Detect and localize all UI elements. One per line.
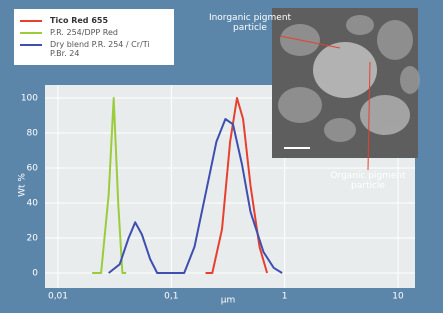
y-tick-label: 0 bbox=[32, 269, 38, 279]
legend-swatch bbox=[20, 32, 42, 34]
legend: Tico Red 655 P.R. 254/DPP Red Dry blend P.… bbox=[14, 9, 174, 65]
y-tick-label: 40 bbox=[27, 199, 39, 209]
legend-label: P.R. 254/DPP Red bbox=[50, 28, 118, 37]
legend-item: P.R. 254/DPP Red bbox=[20, 28, 168, 37]
x-tick-label: 0,1 bbox=[164, 292, 178, 302]
y-tick-label: 60 bbox=[27, 164, 39, 174]
y-tick-label: 20 bbox=[27, 234, 39, 244]
x-tick-label: 10 bbox=[392, 292, 404, 302]
x-tick-label: 0,01 bbox=[48, 292, 68, 302]
legend-swatch bbox=[20, 20, 42, 22]
y-axis-label: Wt % bbox=[18, 173, 28, 197]
legend-label: Tico Red 655 bbox=[50, 16, 108, 25]
x-tick-label: 1 bbox=[282, 292, 288, 302]
legend-item: Dry blend P.R. 254 / Cr/Ti P.Br. 24 bbox=[20, 40, 168, 58]
legend-item: Tico Red 655 bbox=[20, 16, 168, 25]
page: Inorganic pigmentparticle Organic pigmen… bbox=[0, 0, 443, 313]
x-axis-label: µm bbox=[221, 296, 236, 306]
y-tick-label: 80 bbox=[27, 129, 39, 139]
y-tick-label: 100 bbox=[21, 94, 38, 104]
legend-label: Dry blend P.R. 254 / Cr/Ti P.Br. 24 bbox=[50, 40, 168, 58]
legend-swatch bbox=[20, 44, 42, 46]
